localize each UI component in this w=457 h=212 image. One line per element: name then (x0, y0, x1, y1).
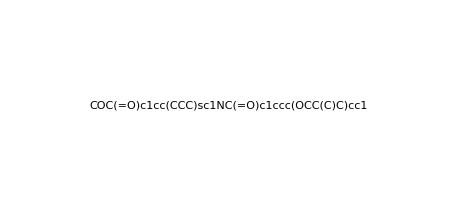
Text: COC(=O)c1cc(CCC)sc1NC(=O)c1ccc(OCC(C)C)cc1: COC(=O)c1cc(CCC)sc1NC(=O)c1ccc(OCC(C)C)c… (89, 101, 368, 111)
